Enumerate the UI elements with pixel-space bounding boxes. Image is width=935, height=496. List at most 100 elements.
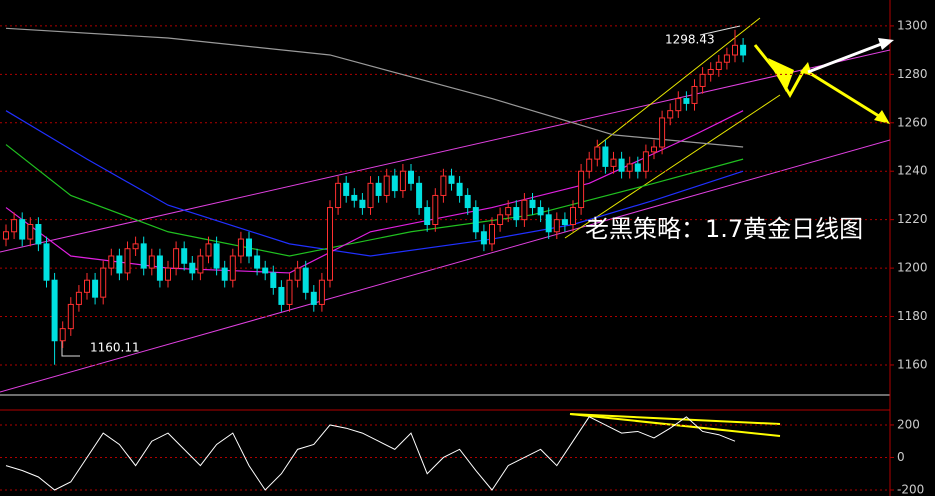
oscillator-line <box>5 416 736 491</box>
divergence-line <box>569 413 781 425</box>
candle-body <box>310 291 317 305</box>
candle-body <box>659 117 666 148</box>
y-tick-label: 200 <box>897 417 920 431</box>
candle-body <box>221 267 228 281</box>
candle-body <box>343 182 350 196</box>
candle-body <box>537 207 544 216</box>
label-leader <box>699 25 741 36</box>
candle-body <box>602 146 609 167</box>
price-label: 1298.43 <box>665 33 715 47</box>
candle-body <box>642 151 649 172</box>
candle-body <box>448 175 455 184</box>
candle-body <box>286 279 293 305</box>
y-tick-label: 1280 <box>897 67 928 81</box>
candle-body <box>124 248 131 274</box>
candle-body <box>480 231 487 245</box>
candle-body <box>35 224 42 245</box>
y-tick-label: 1260 <box>897 115 928 129</box>
candle-body <box>432 194 439 226</box>
arrow-head <box>874 110 890 124</box>
candle-body <box>246 238 252 257</box>
candle-body <box>626 163 633 172</box>
candle-body <box>740 44 747 56</box>
candle-body <box>156 255 163 281</box>
y-tick-label: 1220 <box>897 212 928 226</box>
candle-body <box>594 146 601 160</box>
candle-body <box>205 243 212 257</box>
candle-body <box>561 219 568 226</box>
candle-body <box>92 279 99 298</box>
candle-body <box>318 279 325 305</box>
candle-body <box>278 286 285 305</box>
candle-body <box>529 199 536 209</box>
trend-line <box>0 139 891 393</box>
candle-body <box>416 182 423 209</box>
moving-average <box>5 110 744 257</box>
channel-line <box>564 94 781 239</box>
candle-body <box>489 224 495 245</box>
candle-body <box>189 262 196 274</box>
candle-body <box>570 207 576 226</box>
candle-body <box>456 182 463 196</box>
moving-average <box>5 110 744 274</box>
candle-body <box>683 98 690 104</box>
forecast-arrow <box>807 41 885 74</box>
candle-body <box>270 272 277 288</box>
candle-body <box>213 243 220 269</box>
candle-body <box>675 98 682 112</box>
candle-body <box>586 158 593 172</box>
candle-body <box>132 243 139 250</box>
candle-body <box>707 69 714 75</box>
candle-body <box>359 199 366 209</box>
trend-line <box>0 49 891 253</box>
y-tick-label: 1180 <box>897 309 928 323</box>
price-label: 1160.11 <box>90 341 140 355</box>
candle-body <box>513 207 520 221</box>
arrow-head <box>878 38 894 50</box>
candle-body <box>723 54 730 63</box>
candle-body <box>59 328 66 342</box>
candle-body <box>383 175 390 196</box>
candle-body <box>578 170 585 209</box>
candle-body <box>67 303 74 330</box>
candle-body <box>699 73 706 87</box>
candle-body <box>367 182 374 209</box>
arrow-head <box>768 58 794 92</box>
candle-body <box>302 267 309 293</box>
candle-body <box>521 199 528 221</box>
candle-body <box>294 267 301 281</box>
candle-body <box>237 238 244 257</box>
candle-body <box>181 248 188 264</box>
candle-body <box>100 267 107 298</box>
candle-body <box>43 243 50 281</box>
y-tick-label: 0 <box>897 450 905 464</box>
candle-body <box>229 255 236 281</box>
candle-body <box>148 255 155 269</box>
candle-body <box>667 110 674 119</box>
y-tick-label: 1240 <box>897 164 928 178</box>
candle-body <box>375 182 382 196</box>
candle-body <box>254 255 261 269</box>
y-tick-label: -200 <box>897 482 924 496</box>
candle-body <box>140 243 147 269</box>
candle-body <box>391 175 398 192</box>
y-tick-label: 1300 <box>897 18 928 32</box>
candle-body <box>497 214 504 226</box>
y-tick-label: 1200 <box>897 261 928 275</box>
candle-body <box>327 207 333 281</box>
forecast-arrow <box>807 70 883 120</box>
candle-body <box>27 224 34 240</box>
candle-body <box>732 44 738 56</box>
candle-body <box>464 194 471 209</box>
candle-body <box>19 219 26 240</box>
candle-body <box>634 163 641 172</box>
moving-average <box>5 27 744 148</box>
candle-body <box>165 267 171 281</box>
candle-body <box>108 255 115 269</box>
candle-body <box>424 207 431 226</box>
y-tick-label: 1160 <box>897 357 928 371</box>
candle-body <box>197 255 204 274</box>
candle-body <box>691 85 698 104</box>
candle-body <box>335 182 342 209</box>
